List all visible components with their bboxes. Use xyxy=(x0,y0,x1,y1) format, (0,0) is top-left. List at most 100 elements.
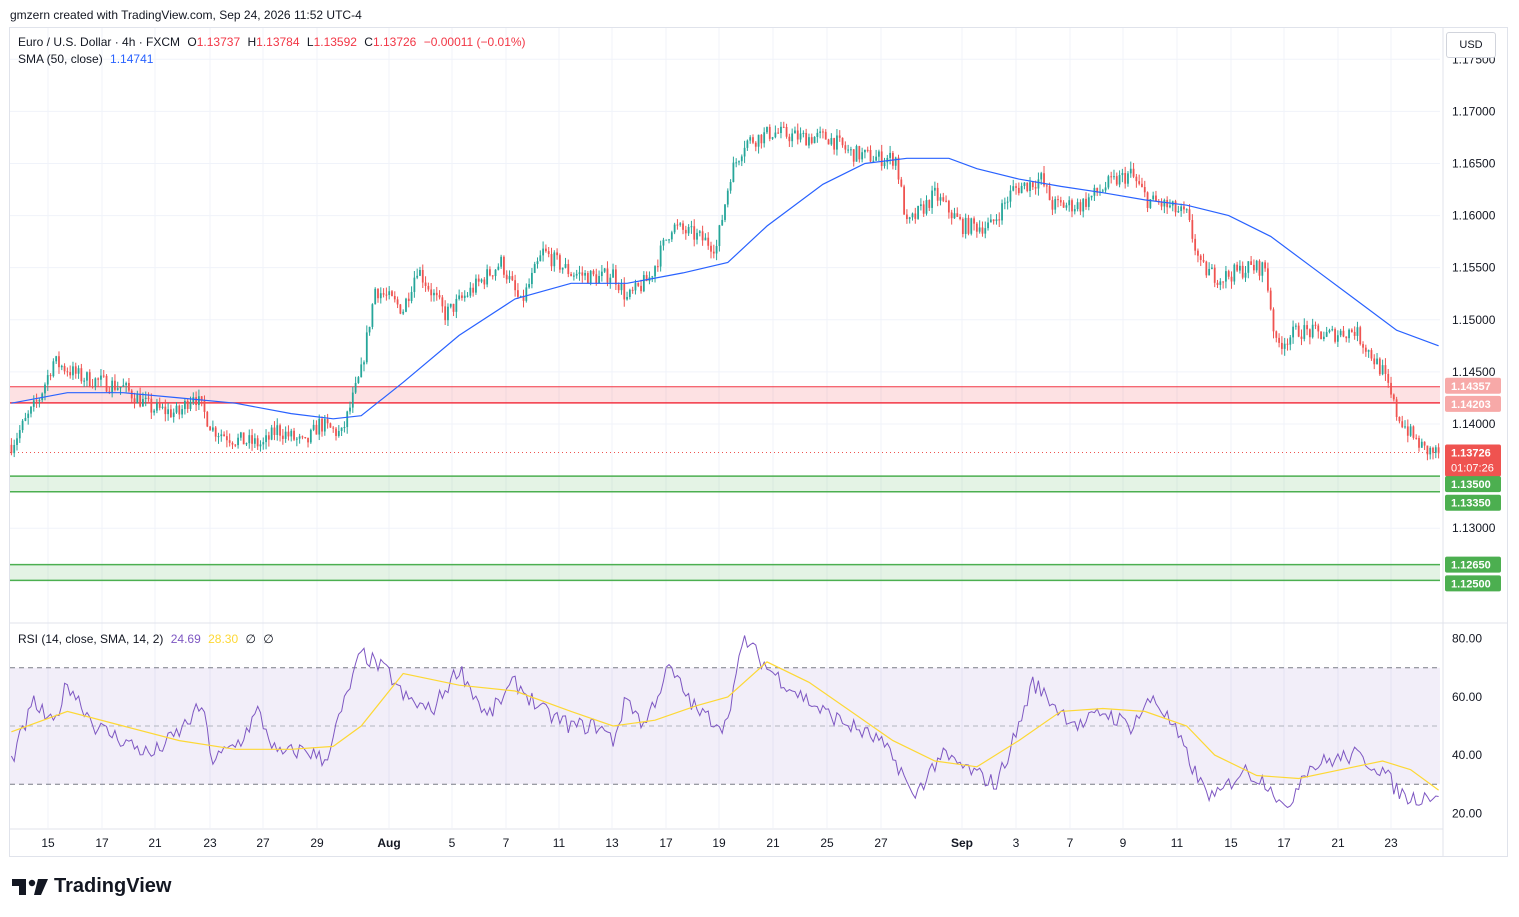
candle xyxy=(925,195,928,216)
candle-body xyxy=(343,427,346,429)
candle-body xyxy=(651,276,654,278)
candle xyxy=(427,282,430,292)
candle-body xyxy=(374,288,377,305)
currency-button[interactable]: USD xyxy=(1446,32,1496,58)
legend-rsi-extra1: ∅ xyxy=(245,632,256,646)
candle xyxy=(586,270,589,284)
support-1-top-tag-bg xyxy=(1445,476,1501,493)
candle-body xyxy=(822,131,824,133)
candle xyxy=(284,426,287,443)
candle-body xyxy=(1423,441,1426,446)
candle-body xyxy=(1101,190,1104,192)
candle-body xyxy=(491,275,494,277)
candle-body xyxy=(158,402,161,408)
candle xyxy=(332,425,335,433)
candle xyxy=(553,250,556,272)
candle xyxy=(822,128,824,139)
candle-body xyxy=(743,147,746,157)
candle-body xyxy=(1152,195,1155,200)
candle xyxy=(1362,341,1364,354)
candle xyxy=(880,144,883,171)
candle xyxy=(919,198,922,211)
candle-body xyxy=(444,306,447,321)
candle-body xyxy=(1065,205,1068,208)
candle xyxy=(1152,191,1155,201)
candle xyxy=(469,282,472,298)
candle-body xyxy=(1261,262,1264,276)
candle xyxy=(1163,198,1166,214)
candle-body xyxy=(293,430,295,440)
candle xyxy=(273,421,276,441)
candle-body xyxy=(1015,186,1017,188)
candle-body xyxy=(640,285,642,292)
candle xyxy=(796,123,799,145)
price-tick-label: 1.14500 xyxy=(1452,365,1496,379)
candle xyxy=(80,363,83,384)
candle xyxy=(794,126,796,134)
candle-body xyxy=(721,219,724,226)
candle-body xyxy=(32,400,35,407)
candle-body xyxy=(475,278,477,293)
candle xyxy=(58,351,60,374)
candle xyxy=(1155,190,1157,202)
candle-body xyxy=(578,272,581,274)
candle-body xyxy=(539,255,542,262)
candle-body xyxy=(620,284,623,291)
candle xyxy=(175,402,178,414)
candle xyxy=(55,355,58,364)
price-tick-label: 1.17000 xyxy=(1452,104,1496,118)
candle-body xyxy=(1334,329,1336,342)
header-attribution: gmzern created with TradingView.com, Sep… xyxy=(10,8,362,22)
candle-body xyxy=(211,427,214,431)
candle-body xyxy=(1045,185,1048,187)
candle-body xyxy=(1127,173,1129,184)
candle xyxy=(886,154,889,170)
candle-body xyxy=(1283,343,1286,349)
candle xyxy=(525,283,528,303)
candle xyxy=(981,221,984,237)
candle-body xyxy=(24,417,27,421)
chart-frame[interactable] xyxy=(9,27,1508,857)
candle-body xyxy=(584,273,586,276)
candle-body xyxy=(270,427,273,440)
candle-body xyxy=(1020,185,1023,194)
candle-body xyxy=(564,264,567,268)
candle xyxy=(1085,192,1087,210)
candle xyxy=(1079,199,1082,216)
candle-body xyxy=(214,427,217,437)
candle xyxy=(659,240,662,272)
candle-body xyxy=(844,145,847,150)
candle xyxy=(309,428,312,444)
candle xyxy=(726,188,729,208)
candle xyxy=(295,436,298,447)
candle xyxy=(158,397,161,411)
candle xyxy=(391,289,393,297)
candle xyxy=(847,144,850,154)
candle-body xyxy=(195,397,197,406)
candle-body xyxy=(581,272,584,276)
candle-body xyxy=(13,444,16,454)
candle xyxy=(393,291,396,303)
candle-body xyxy=(600,271,603,277)
resistance-top-tag: 1.14357 xyxy=(1445,377,1501,394)
candle-body xyxy=(1115,176,1118,185)
candle-body xyxy=(782,126,785,128)
candle xyxy=(1073,204,1076,215)
time-tick-label: 21 xyxy=(148,836,162,850)
candle xyxy=(265,429,267,450)
candle xyxy=(122,378,125,388)
candle-body xyxy=(105,375,108,392)
candle-body xyxy=(1350,329,1353,332)
candle-body xyxy=(220,434,223,437)
candle xyxy=(256,435,259,450)
candle-body xyxy=(875,156,878,161)
candle-body xyxy=(164,406,167,415)
candle-body xyxy=(1286,343,1289,345)
candle xyxy=(724,203,726,223)
candle xyxy=(116,381,119,391)
candle xyxy=(662,237,665,251)
legend-rsi-label: RSI (14, close, SMA, 14, 2) xyxy=(18,632,164,646)
candle xyxy=(947,199,950,219)
candle xyxy=(545,244,547,253)
